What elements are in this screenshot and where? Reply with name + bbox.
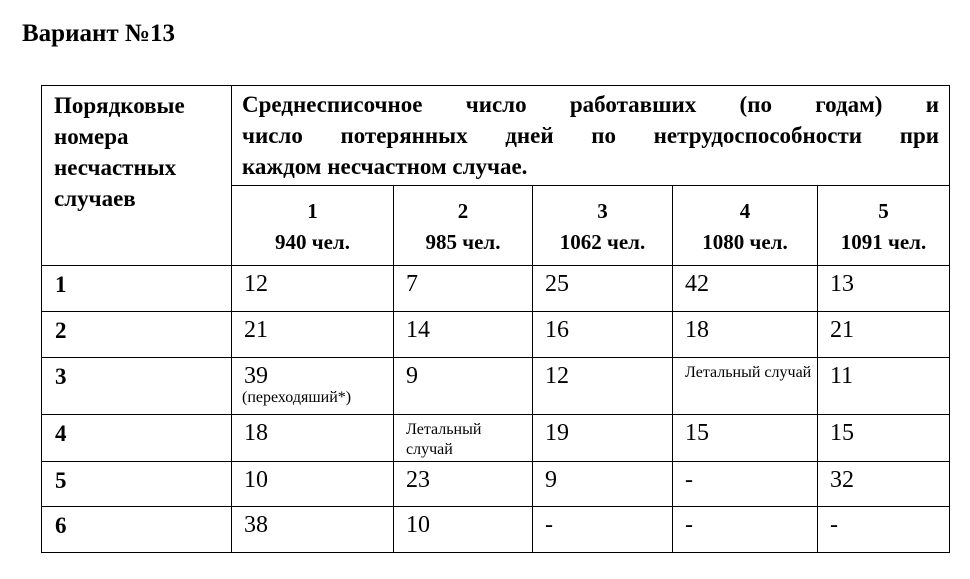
table-cell: 9 [393, 357, 533, 415]
cell-value: 9 [545, 467, 557, 493]
table-cell: 23 [393, 461, 533, 507]
table-cell: Летальный случай [393, 414, 533, 462]
cell-value: 18 [685, 317, 709, 343]
cell-value: 42 [685, 271, 709, 297]
table-cell: 39 (переходяший*) [231, 357, 394, 415]
cell-value: 21 [830, 317, 854, 343]
cell-value: 11 [830, 363, 854, 389]
table-cell: 13 [817, 265, 950, 312]
cell-value: 32 [830, 467, 854, 493]
cell-value: 10 [406, 512, 430, 538]
row-number: 2 [41, 311, 232, 358]
table-cell: 18 [672, 311, 818, 358]
row-number: 6 [41, 506, 232, 553]
table-cell: 18 [231, 414, 394, 462]
cell-value: 12 [545, 363, 569, 389]
row-number: 5 [41, 461, 232, 507]
table-cell: 25 [532, 265, 673, 312]
cell-value: 25 [545, 271, 569, 297]
cell-value: 9 [406, 363, 418, 389]
table-cell: 42 [672, 265, 818, 312]
table-cell: 38 [231, 506, 394, 553]
year-staff: 985 чел. [425, 230, 501, 254]
year-number: 5 [878, 199, 889, 223]
cell-value: 18 [244, 420, 268, 446]
table-row: 6 38 10 - - - [41, 506, 950, 553]
table-cell: - [817, 506, 950, 553]
table-row: 5 10 23 9 - 32 [41, 461, 950, 507]
cell-value: 7 [406, 271, 418, 297]
table-cell: 12 [532, 357, 673, 415]
cell-value: 14 [406, 317, 430, 343]
group-header-line: число потерянных дней по нетрудоспособно… [242, 123, 939, 148]
table-cell: 10 [231, 461, 394, 507]
year-number: 3 [597, 199, 608, 223]
year-staff: 1091 чел. [840, 230, 927, 254]
table-cell: 7 [393, 265, 533, 312]
cell-value: - [830, 512, 838, 538]
cell-value: 13 [830, 271, 854, 297]
cell-value: 15 [830, 420, 854, 446]
year-staff: 1062 чел. [559, 230, 646, 254]
table-cell: 11 [817, 357, 950, 415]
cell-note: (переходяший*) [242, 389, 352, 406]
year-number: 2 [457, 199, 469, 223]
table-row: 4 18 Летальный случай 19 15 15 [41, 414, 950, 462]
table-cell: 9 [532, 461, 673, 507]
table-row: 3 39 (переходяший*) 9 12 Летальный случай 11 [41, 357, 950, 415]
cell-value: - [545, 512, 553, 538]
table-cell: 21 [231, 311, 394, 358]
year-header: 2 985 чел. [393, 185, 533, 266]
row-number: 4 [41, 414, 232, 462]
group-header: Среднесписочное число работавших (по год… [231, 85, 950, 186]
cell-value: - [685, 467, 693, 493]
cell-value: 15 [685, 420, 709, 446]
accident-table: Порядковые номера несчастных случаев Сре… [41, 85, 950, 553]
cell-value: 23 [406, 467, 430, 493]
year-header: 4 1080 чел. [672, 185, 818, 266]
year-staff: 940 чел. [275, 230, 350, 254]
year-header: 3 1062 чел. [532, 185, 673, 266]
cell-value: 16 [545, 317, 569, 343]
year-number: 4 [739, 199, 751, 223]
table-cell: - [672, 461, 818, 507]
cell-value: 12 [244, 271, 268, 297]
group-header-line: каждом несчастном случае. [242, 154, 528, 179]
row-header: Порядковые номера несчастных случаев [41, 85, 232, 266]
year-staff: 1080 чел. [702, 230, 788, 254]
year-header: 5 1091 чел. [817, 185, 950, 266]
table-row: 1 12 7 25 42 13 [41, 265, 950, 312]
table-cell: 12 [231, 265, 394, 312]
table-cell: 21 [817, 311, 950, 358]
group-header-line: Среднесписочное число работавших (по год… [242, 92, 939, 117]
cell-value: Летальный случай [406, 421, 482, 458]
table-cell: 16 [532, 311, 673, 358]
year-header: 1 940 чел. [231, 185, 394, 266]
cell-value: 38 [244, 512, 268, 538]
row-number: 1 [41, 265, 232, 312]
table-cell: 14 [393, 311, 533, 358]
cell-value: Летальный случай [685, 364, 812, 381]
table-cell: 15 [817, 414, 950, 462]
cell-value: 21 [244, 317, 268, 343]
table-cell: 32 [817, 461, 950, 507]
cell-value: - [685, 512, 693, 538]
row-number: 3 [41, 357, 232, 415]
table-cell: 15 [672, 414, 818, 462]
cell-value: 19 [545, 420, 569, 446]
table-cell: Летальный случай [672, 357, 818, 415]
table-cell: 10 [393, 506, 533, 553]
cell-value: 39 [244, 363, 268, 389]
year-number: 1 [307, 199, 318, 223]
table-cell: - [532, 506, 673, 553]
table-row: 2 21 14 16 18 21 [41, 311, 950, 358]
cell-value: 10 [244, 467, 268, 493]
table-cell: - [672, 506, 818, 553]
page-title: Вариант №13 [22, 20, 176, 47]
table-cell: 19 [532, 414, 673, 462]
